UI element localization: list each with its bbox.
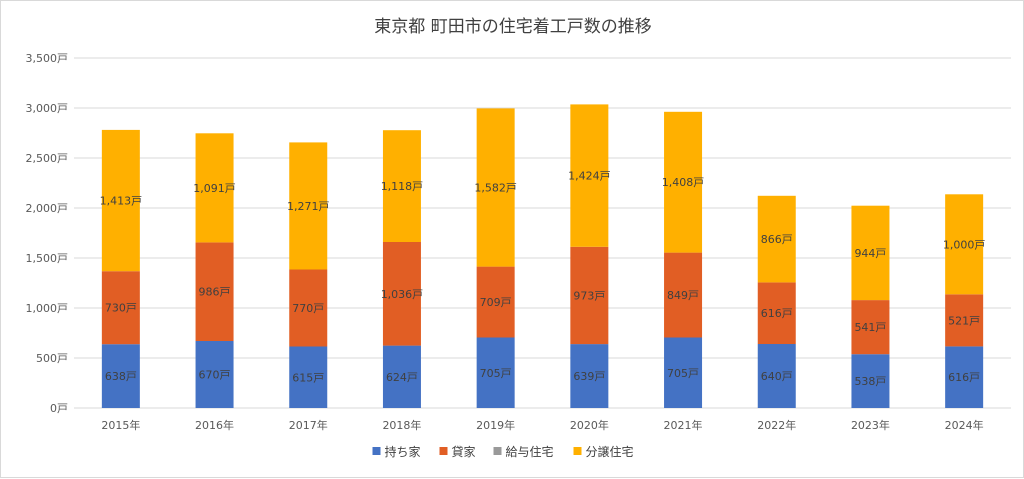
bar-segment [289,346,328,408]
data-label: 1,582戸 [474,182,517,195]
x-tick-label: 2024年 [945,418,984,432]
legend-swatch [439,447,448,455]
x-axis-ticks: 2015年 2016年 2017年 2018年 2019年 2020年 2021年 2022年… [101,418,983,432]
bar-segment [945,194,984,295]
bar-segment [570,104,609,247]
data-label: 1,091戸 [193,182,236,195]
data-label: 1,118戸 [381,180,424,193]
data-label: 638戸 [105,370,137,383]
bar-segment [382,130,421,242]
bar-segment [101,271,140,345]
x-tick-label: 2015年 [101,418,140,432]
bar-segment [476,108,515,267]
data-label: 1,408戸 [662,176,705,189]
bar-segment [664,337,703,408]
data-label: 973戸 [573,289,605,302]
data-label: 705戸 [667,367,699,380]
legend-swatch [372,447,381,455]
bar-segment [757,344,796,408]
x-tick-label: 2017年 [289,418,328,432]
bar-segment [101,129,140,272]
y-tick-label: 1,000戸 [26,302,69,315]
bar-segment [945,346,984,408]
y-tick-label: 0戸 [50,402,68,415]
data-label: 639戸 [573,370,605,383]
bar-segment [570,246,609,345]
x-tick-label: 2016年 [195,418,234,432]
y-tick-label: 2,000戸 [26,202,69,215]
x-tick-label: 2023年 [851,418,890,432]
legend-swatch [573,447,582,455]
data-label: 770戸 [292,302,324,315]
bar-segment [570,344,609,408]
x-tick-label: 2021年 [664,418,703,432]
bar-segment [945,294,984,347]
x-tick-label: 2020年 [570,418,609,432]
data-labels: 638戸 730戸 1,413戸 670戸 986戸 1,091戸 615戸 770戸 1,27… [100,170,986,389]
y-tick-label: 1,500戸 [26,252,69,265]
bar-segment [382,242,421,346]
bar-segment [289,269,328,347]
legend-swatch [493,447,502,455]
data-label: 986戸 [199,286,231,299]
legend-label: 分譲住宅 [586,444,634,459]
data-label: 541戸 [854,321,886,334]
bar-segment [851,300,890,355]
data-label: 730戸 [105,302,137,315]
y-axis-ticks: 0戸 500戸 1,000戸 1,500戸 2,000戸 2,500戸 3,000戸 3,50… [26,52,69,415]
bar-segment [382,345,421,408]
data-label: 705戸 [480,367,512,380]
y-tick-label: 3,500戸 [26,52,69,65]
data-label: 538戸 [854,375,886,388]
data-label: 849戸 [667,289,699,302]
x-tick-label: 2018年 [382,418,421,432]
data-label: 944戸 [854,247,886,260]
data-label: 709戸 [480,296,512,309]
legend-label: 給与住宅 [506,444,554,459]
data-label: 670戸 [199,369,231,382]
legend: 持ち家 貸家 給与住宅 分譲住宅 [372,444,634,459]
data-label: 1,271戸 [287,200,330,213]
data-label: 640戸 [761,370,793,383]
y-tick-label: 2,500戸 [26,152,69,165]
x-tick-label: 2022年 [757,418,796,432]
bar-segment [195,341,234,408]
bar-segment [195,242,234,341]
data-label: 1,413戸 [100,195,143,208]
y-tick-label: 3,000戸 [26,102,69,115]
bar-segment [757,282,796,344]
data-label: 616戸 [948,371,980,384]
data-label: 1,000戸 [943,238,986,251]
bar-segment [851,354,890,408]
bar-segment [101,344,140,408]
y-tick-label: 500戸 [36,352,68,365]
legend-label: 持ち家 [385,444,421,459]
data-label: 1,424戸 [568,170,611,183]
bar-segment [664,252,703,338]
bar-segment [851,205,890,301]
x-tick-label: 2019年 [476,418,515,432]
bar-segment [195,133,234,243]
data-label: 521戸 [948,314,980,327]
bar-segment [476,337,515,408]
data-label: 616戸 [761,307,793,320]
data-label: 624戸 [386,371,418,384]
bars [101,104,984,408]
chart-title: 東京都 町田市の住宅着工戸数の推移 [374,17,651,37]
bar-segment [664,111,703,253]
data-label: 615戸 [292,371,324,384]
bar-segment [289,142,328,270]
data-label: 866戸 [761,233,793,246]
bar-segment [476,266,515,338]
legend-label: 貸家 [452,444,476,459]
bar-segment [757,195,796,283]
data-label: 1,036戸 [381,288,424,301]
